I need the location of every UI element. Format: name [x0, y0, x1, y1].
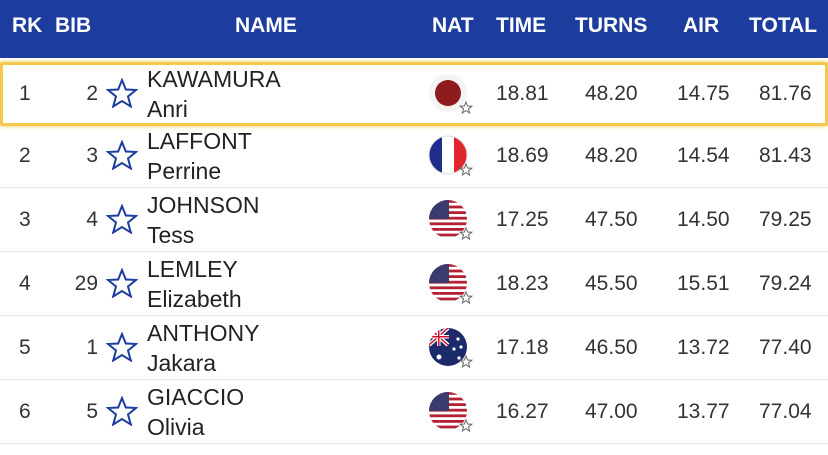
time: 17.25 [496, 208, 549, 231]
total: 77.40 [759, 336, 812, 359]
table-row: 5 1 ANTHONY Jakara 17.18 46.50 13.72 77.40 [0, 316, 828, 380]
last-name: LEMLEY [147, 256, 238, 282]
favorite-star[interactable] [105, 139, 139, 175]
first-name: Anri [147, 96, 188, 122]
last-name: GIACCIO [147, 384, 245, 410]
air: 14.50 [677, 208, 730, 231]
country-flag [426, 71, 476, 122]
table-row: 3 4 JOHNSON Tess 17.25 47.50 14.50 79.25 [0, 188, 828, 252]
bib: 1 [86, 336, 98, 359]
first-name: Perrine [147, 158, 222, 184]
rank: 2 [19, 144, 31, 167]
air: 15.51 [677, 272, 730, 295]
rank: 1 [19, 82, 31, 105]
favorite-star[interactable] [105, 267, 139, 303]
country-flag [426, 133, 476, 184]
first-name: Elizabeth [147, 286, 242, 312]
rank: 6 [19, 400, 31, 423]
header-cell: AIR [683, 14, 720, 37]
country-flag [426, 197, 476, 248]
rank: 3 [19, 208, 31, 231]
rank: 4 [19, 272, 31, 295]
total: 77.04 [759, 400, 812, 423]
time: 17.18 [496, 336, 549, 359]
favorite-star[interactable] [105, 395, 139, 431]
favorite-star[interactable] [105, 203, 139, 239]
first-name: Jakara [147, 350, 217, 376]
country-flag [426, 389, 476, 440]
bib: 29 [74, 272, 98, 295]
air: 13.72 [677, 336, 730, 359]
header-cell: BIB [55, 14, 92, 37]
header-cell: TIME [496, 14, 547, 37]
bib: 2 [86, 82, 98, 105]
air: 14.54 [677, 144, 730, 167]
total: 79.24 [759, 272, 812, 295]
turns: 48.20 [585, 144, 638, 167]
total: 79.25 [759, 208, 812, 231]
air: 14.75 [677, 82, 730, 105]
country-flag [426, 261, 476, 312]
time: 18.69 [496, 144, 549, 167]
favorite-star[interactable] [105, 77, 139, 113]
table-row: 1 2 KAWAMURA Anri 18.81 48.20 14.75 81.76 [0, 62, 828, 126]
header-cell: NAT [432, 14, 474, 37]
time: 16.27 [496, 400, 549, 423]
header-cell: TURNS [575, 14, 648, 37]
turns: 45.50 [585, 272, 638, 295]
country-flag [426, 325, 476, 376]
turns: 47.50 [585, 208, 638, 231]
bib: 4 [86, 208, 98, 231]
last-name: ANTHONY [147, 320, 260, 346]
table-row: 4 29 LEMLEY Elizabeth 18.23 45.50 15.51 79.24 [0, 252, 828, 316]
bib: 5 [86, 400, 98, 423]
bib: 3 [86, 144, 98, 167]
rank: 5 [19, 336, 31, 359]
table-row: 6 5 GIACCIO Olivia 16.27 47.00 13.77 77.04 [0, 380, 828, 444]
turns: 48.20 [585, 82, 638, 105]
favorite-star[interactable] [105, 331, 139, 367]
first-name: Olivia [147, 414, 205, 440]
table-header: RK BIB NAME NAT TIME TURNS AIR TOTAL [0, 0, 828, 58]
first-name: Tess [147, 222, 195, 248]
time: 18.81 [496, 82, 549, 105]
header-cell: RK [12, 14, 43, 37]
air: 13.77 [677, 400, 730, 423]
turns: 47.00 [585, 400, 638, 423]
total: 81.43 [759, 144, 812, 167]
total: 81.76 [759, 82, 812, 105]
table-row: 2 3 LAFFONT Perrine 18.69 48.20 14.54 81.43 [0, 124, 828, 188]
last-name: JOHNSON [147, 192, 260, 218]
turns: 46.50 [585, 336, 638, 359]
header-cell: TOTAL [749, 14, 818, 37]
time: 18.23 [496, 272, 549, 295]
header-cell: NAME [235, 14, 297, 37]
last-name: LAFFONT [147, 128, 252, 154]
last-name: KAWAMURA [147, 66, 281, 92]
